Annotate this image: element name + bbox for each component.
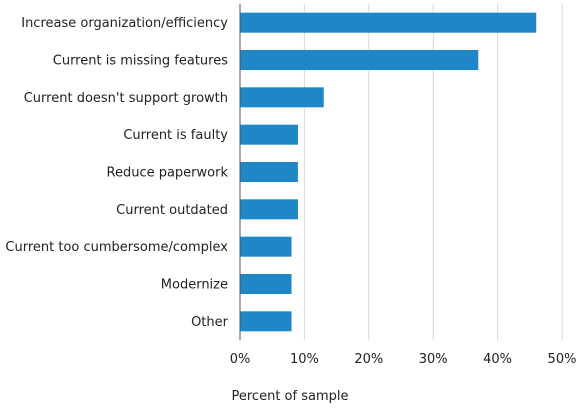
bar	[240, 87, 324, 108]
x-tick-labels: 0% 10% 20% 30% 40% 50%	[230, 352, 577, 367]
x-tick-label: 20%	[354, 352, 383, 367]
bar	[240, 50, 479, 70]
bar	[240, 274, 292, 294]
bar	[240, 124, 298, 145]
category-label: Increase organization/efficiency	[21, 16, 228, 31]
category-label: Modernize	[161, 278, 228, 293]
x-tick-label: 10%	[290, 352, 319, 367]
bar	[240, 162, 298, 182]
category-label: Current is faulty	[123, 128, 228, 143]
category-label: Other	[191, 315, 229, 330]
x-tick-label: 0%	[230, 352, 251, 367]
x-tick-label: 30%	[419, 352, 448, 367]
bar	[240, 12, 537, 33]
x-tick-label: 50%	[548, 352, 577, 367]
x-axis-title: Percent of sample	[232, 389, 349, 404]
category-labels: Increase organization/efficiency Current …	[5, 16, 228, 330]
bar	[240, 199, 298, 220]
x-tick-label: 40%	[483, 352, 512, 367]
category-label: Current outdated	[116, 203, 228, 218]
category-label: Current too cumbersome/complex	[5, 240, 228, 255]
bar	[240, 311, 292, 332]
category-label: Current doesn't support growth	[24, 91, 228, 106]
category-label: Reduce paperwork	[107, 166, 229, 181]
category-label: Current is missing features	[53, 54, 228, 69]
bar	[240, 236, 292, 257]
bars	[240, 12, 537, 332]
